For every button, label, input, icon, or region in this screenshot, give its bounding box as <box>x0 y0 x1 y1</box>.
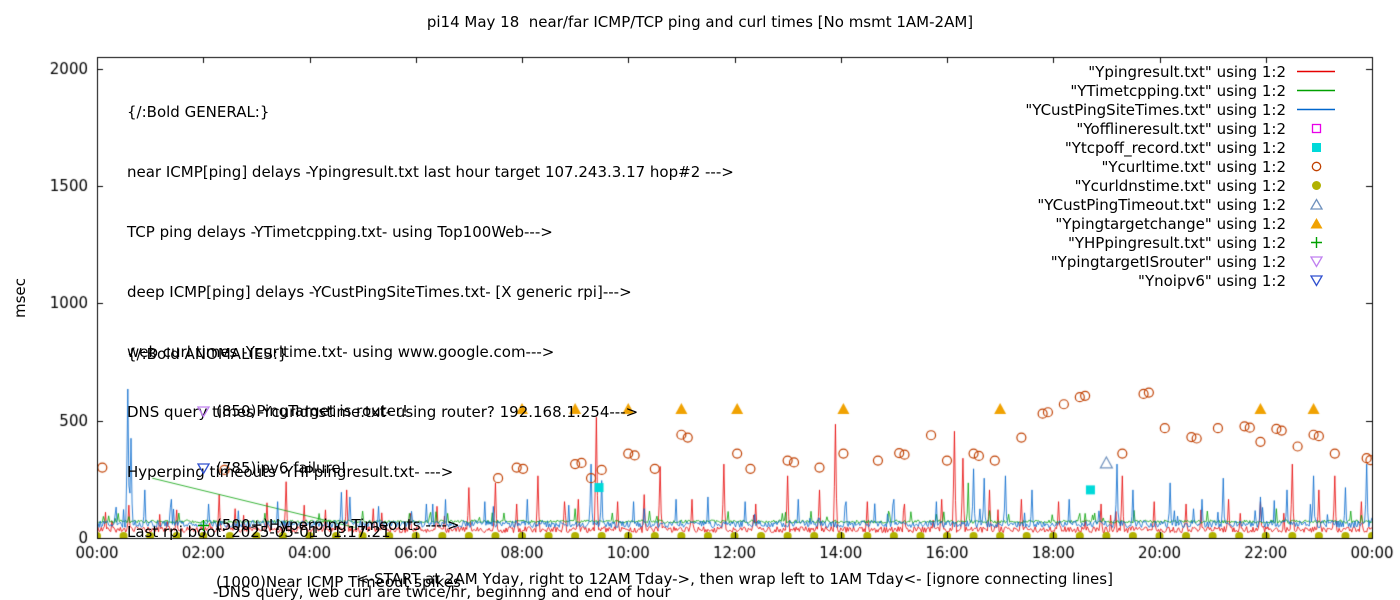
legend-label: "YCustPingTimeout.txt" using 1:2 <box>1037 195 1286 214</box>
legend-sample-icon <box>1294 255 1338 269</box>
legend-item: "Ynoipv6" using 1:2 <box>1025 271 1338 290</box>
legend-label: "YHPpingresult.txt" using 1:2 <box>1067 233 1286 252</box>
general-line: Last rpi boot: 2025-05-01 01:17:21 <box>127 523 391 541</box>
anomaly-text: (850)PingTarget is router! <box>216 402 408 420</box>
general-line: web curl times -Ycurltime.txt- using www… <box>127 343 555 361</box>
x-axis-label: <-START at 2AM Yday, right to 12AM Tday-… <box>356 570 1113 588</box>
legend-item: "Ypingresult.txt" using 1:2 <box>1025 62 1338 81</box>
anomaly-marker-icon <box>197 519 210 532</box>
legend-label: "Ycurltime.txt" using 1:2 <box>1101 157 1286 176</box>
legend: "Ypingresult.txt" using 1:2 "YTimetcppin… <box>1025 62 1338 290</box>
anomaly-marker-icon <box>197 576 210 589</box>
legend-label: "Ycurldnstime.txt" using 1:2 <box>1074 176 1286 195</box>
anomaly-text: (1000)Near ICMP Timeout spikes <box>216 573 461 591</box>
anomaly-row: (500+)Hyperping Timeouts ----> <box>197 516 461 535</box>
legend-sample-icon <box>1294 160 1338 174</box>
general-line: near ICMP[ping] delays -Ypingresult.txt … <box>127 163 734 181</box>
legend-label: "Ynoipv6" using 1:2 <box>1138 271 1286 290</box>
legend-sample-icon <box>1294 179 1338 193</box>
legend-item: "YTimetcpping.txt" using 1:2 <box>1025 81 1338 100</box>
anomaly-marker-icon <box>197 462 210 475</box>
anomaly-row: (1000)Near ICMP Timeout spikes <box>197 573 461 592</box>
general-line: {/:Bold GENERAL:} <box>127 103 270 121</box>
legend-sample-icon <box>1294 274 1338 288</box>
legend-item: "Yofflineresult.txt" using 1:2 <box>1025 119 1338 138</box>
general-line: deep ICMP[ping] delays -YCustPingSiteTim… <box>127 283 632 301</box>
anomaly-row: (785)ipv6 failure! <box>197 459 461 478</box>
general-line: DNS query times -Ycurldnstime.txt- using… <box>127 403 639 421</box>
general-line: TCP ping delays -YTimetcpping.txt- using… <box>127 223 553 241</box>
legend-label: "YTimetcpping.txt" using 1:2 <box>1070 81 1286 100</box>
anomaly-text: (500+)Hyperping Timeouts ----> <box>216 516 460 534</box>
legend-label: "Ypingresult.txt" using 1:2 <box>1088 62 1286 81</box>
anomaly-text: (785)ipv6 failure! <box>216 459 347 477</box>
y-axis-label: msec <box>11 278 29 318</box>
legend-sample-icon <box>1294 236 1338 250</box>
legend-item: "Ypingtargetchange" using 1:2 <box>1025 214 1338 233</box>
legend-label: "YCustPingSiteTimes.txt" using 1:2 <box>1025 100 1286 119</box>
legend-label: "YpingtargetISrouter" using 1:2 <box>1050 252 1286 271</box>
legend-item: "YpingtargetISrouter" using 1:2 <box>1025 252 1338 271</box>
legend-sample-icon <box>1294 65 1338 79</box>
legend-label: "Yofflineresult.txt" using 1:2 <box>1076 119 1286 138</box>
legend-sample-icon <box>1294 217 1338 231</box>
legend-sample-icon <box>1294 84 1338 98</box>
legend-sample-icon <box>1294 103 1338 117</box>
legend-item: "Ycurldnstime.txt" using 1:2 <box>1025 176 1338 195</box>
legend-label: "Ypingtargetchange" using 1:2 <box>1055 214 1286 233</box>
legend-item: "YHPpingresult.txt" using 1:2 <box>1025 233 1338 252</box>
general-line: Hyperping timeouts -YHPpingresult.txt- -… <box>127 463 454 481</box>
legend-item: "Ycurltime.txt" using 1:2 <box>1025 157 1338 176</box>
anomaly-row: (850)PingTarget is router! <box>197 402 461 421</box>
legend-sample-icon <box>1294 122 1338 136</box>
legend-item: "YCustPingTimeout.txt" using 1:2 <box>1025 195 1338 214</box>
legend-item: "Ytcpoff_record.txt" using 1:2 <box>1025 138 1338 157</box>
legend-sample-icon <box>1294 198 1338 212</box>
anomalies-header: {/:Bold ANOMALIES:} <box>127 345 288 363</box>
chart-title: pi14 May 18 near/far ICMP/TCP ping and c… <box>426 13 974 31</box>
legend-item: "YCustPingSiteTimes.txt" using 1:2 <box>1025 100 1338 119</box>
legend-label: "Ytcpoff_record.txt" using 1:2 <box>1064 138 1286 157</box>
anomalies-annotation-block: {/:Bold ANOMALIES:} (850)PingTarget is r… <box>127 307 461 600</box>
anomaly-marker-icon <box>197 405 210 418</box>
general-annotation-block: {/:Bold GENERAL:} near ICMP[ping] delays… <box>127 62 734 600</box>
legend-sample-icon <box>1294 141 1338 155</box>
general-line: -DNS query, web curl are twice/hr, begin… <box>127 583 671 600</box>
